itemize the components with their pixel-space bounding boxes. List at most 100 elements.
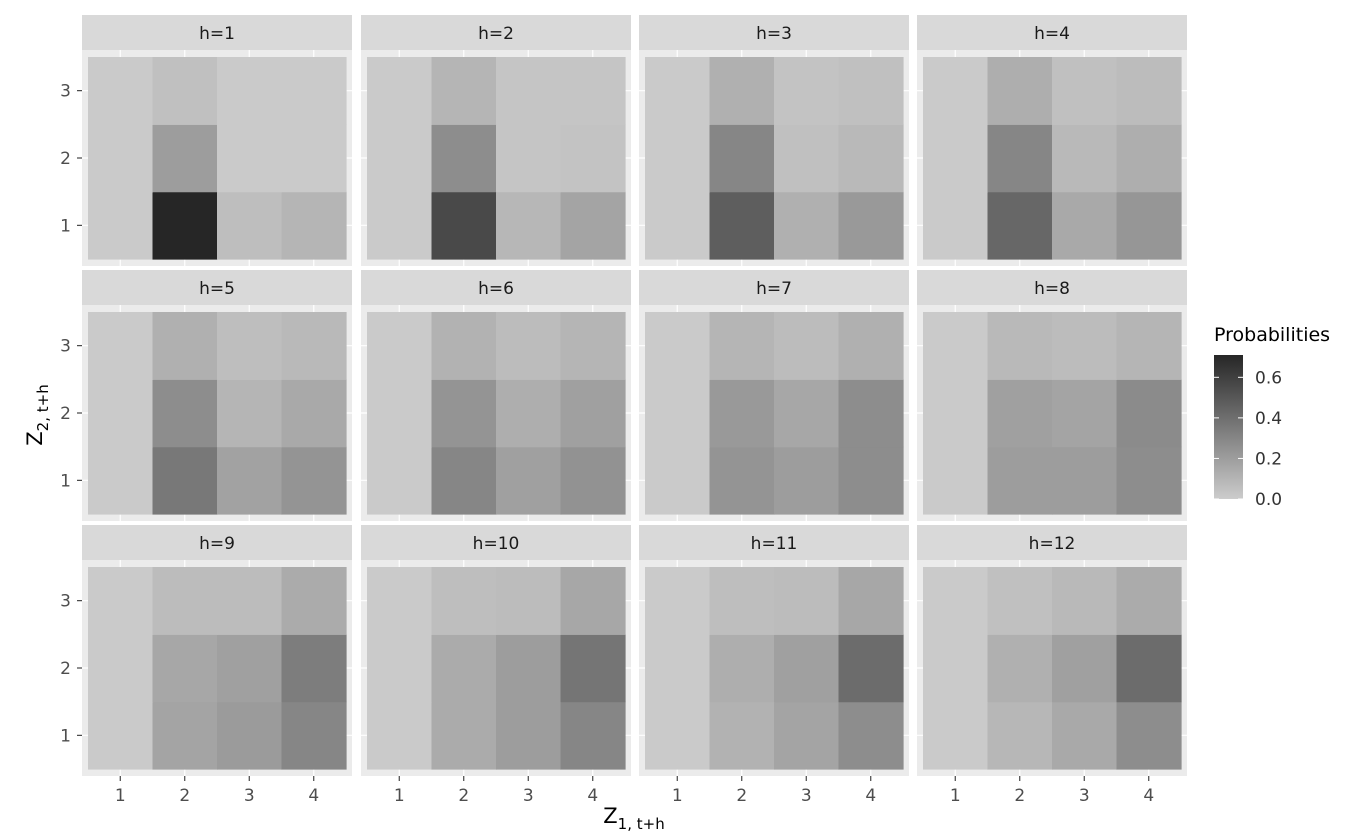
heatmap-tile <box>1116 57 1182 125</box>
heatmap-tile <box>281 379 347 448</box>
heatmap-tile <box>431 312 497 380</box>
facet-panel: h=12 <box>917 525 1187 776</box>
heatmap-tile <box>431 567 497 635</box>
x-tick-label: 1 <box>950 786 961 806</box>
heatmap-tile <box>1052 57 1118 125</box>
heatmap-tile <box>367 191 433 260</box>
heatmap-tile <box>496 701 562 770</box>
heatmap-tile <box>1052 379 1118 448</box>
heatmap-tile <box>923 57 989 125</box>
heatmap-tile <box>709 191 775 260</box>
heatmap-tile <box>560 567 626 635</box>
x-axis-title-main: Z <box>603 804 617 828</box>
heatmap-tile <box>987 567 1053 635</box>
heatmap-tile <box>281 57 347 125</box>
heatmap-tile <box>987 124 1053 193</box>
heatmap-tile <box>709 446 775 515</box>
heatmap-tile <box>88 124 154 193</box>
x-tick-label: 1 <box>672 786 683 806</box>
heatmap-tile <box>367 446 433 515</box>
x-tick-label: 4 <box>865 786 876 806</box>
heatmap-tile <box>645 57 711 125</box>
legend-title: Probabilities <box>1214 324 1330 346</box>
heatmap-tile <box>217 567 283 635</box>
heatmap-tile <box>923 379 989 448</box>
heatmap-tile <box>1116 567 1182 635</box>
heatmap-tile <box>152 634 218 703</box>
heatmap-tile <box>1052 701 1118 770</box>
heatmap-tile <box>88 634 154 703</box>
facet-strip <box>361 525 631 560</box>
heatmap-tile <box>923 701 989 770</box>
heatmap-tile <box>217 446 283 515</box>
heatmap-tile <box>838 312 904 380</box>
legend-tick-label: 0.6 <box>1255 368 1282 388</box>
x-tick-label: 4 <box>1143 786 1154 806</box>
y-tick-label: 1 <box>60 726 71 746</box>
heatmap-tile <box>281 191 347 260</box>
heatmap-tile <box>923 124 989 193</box>
heatmap-tile <box>88 567 154 635</box>
heatmap-tile <box>431 446 497 515</box>
heatmap-tile <box>367 312 433 380</box>
legend-tick-label: 0.4 <box>1255 409 1282 429</box>
heatmap-tile <box>838 634 904 703</box>
facet-strip-label: h=2 <box>478 24 514 44</box>
heatmap-tile <box>560 312 626 380</box>
x-tick-label: 4 <box>308 786 319 806</box>
facet-strip <box>82 15 352 50</box>
heatmap-tile <box>431 57 497 125</box>
facet-strip-label: h=10 <box>473 534 520 554</box>
heatmap-tile <box>774 57 840 125</box>
heatmap-tile <box>281 446 347 515</box>
heatmap-tile <box>1116 634 1182 703</box>
heatmap-tile <box>987 446 1053 515</box>
heatmap-tile <box>1116 379 1182 448</box>
facet-strip <box>917 525 1187 560</box>
facet-panel: h=7 <box>639 270 909 521</box>
x-axis-title: Z1, t+h <box>603 804 664 833</box>
heatmap-tile <box>152 312 218 380</box>
y-tick-label: 2 <box>60 659 71 679</box>
heatmap-tile <box>774 446 840 515</box>
heatmap-tile <box>496 567 562 635</box>
heatmap-tile <box>367 57 433 125</box>
heatmap-tile <box>496 124 562 193</box>
heatmap-tile <box>88 446 154 515</box>
y-tick-label: 2 <box>60 149 71 169</box>
heatmap-tile <box>367 567 433 635</box>
heatmap-tile <box>496 312 562 380</box>
legend-tick-label: 0.2 <box>1255 449 1282 469</box>
heatmap-tile <box>560 701 626 770</box>
x-tick-label: 1 <box>115 786 126 806</box>
heatmap-tile <box>281 701 347 770</box>
heatmap-tile <box>152 567 218 635</box>
heatmap-tile <box>987 57 1053 125</box>
x-tick-label: 2 <box>458 786 469 806</box>
heatmap-tile <box>496 57 562 125</box>
y-axis-title: Z2, t+h <box>23 384 52 445</box>
heatmap-tile <box>645 379 711 448</box>
heatmap-tile <box>1116 191 1182 260</box>
legend-tick-label: 0.0 <box>1255 490 1282 510</box>
heatmap-tile <box>152 191 218 260</box>
heatmap-tile <box>152 446 218 515</box>
heatmap-tile <box>645 701 711 770</box>
facet-panel: h=8 <box>917 270 1187 521</box>
heatmap-tile <box>923 312 989 380</box>
heatmap-tile <box>709 379 775 448</box>
heatmap-tile <box>774 634 840 703</box>
heatmap-tile <box>431 634 497 703</box>
facet-panel: h=11 <box>639 525 909 776</box>
heatmap-tile <box>431 124 497 193</box>
heatmap-tile <box>560 446 626 515</box>
facet-panel: h=9 <box>82 525 352 776</box>
heatmap-tile <box>1116 446 1182 515</box>
heatmap-tile <box>645 191 711 260</box>
facet-strip-label: h=9 <box>199 534 235 554</box>
heatmap-tile <box>560 634 626 703</box>
x-tick-label: 3 <box>801 786 812 806</box>
facet-strip-label: h=12 <box>1029 534 1076 554</box>
heatmap-tile <box>152 57 218 125</box>
x-tick-label: 3 <box>523 786 534 806</box>
